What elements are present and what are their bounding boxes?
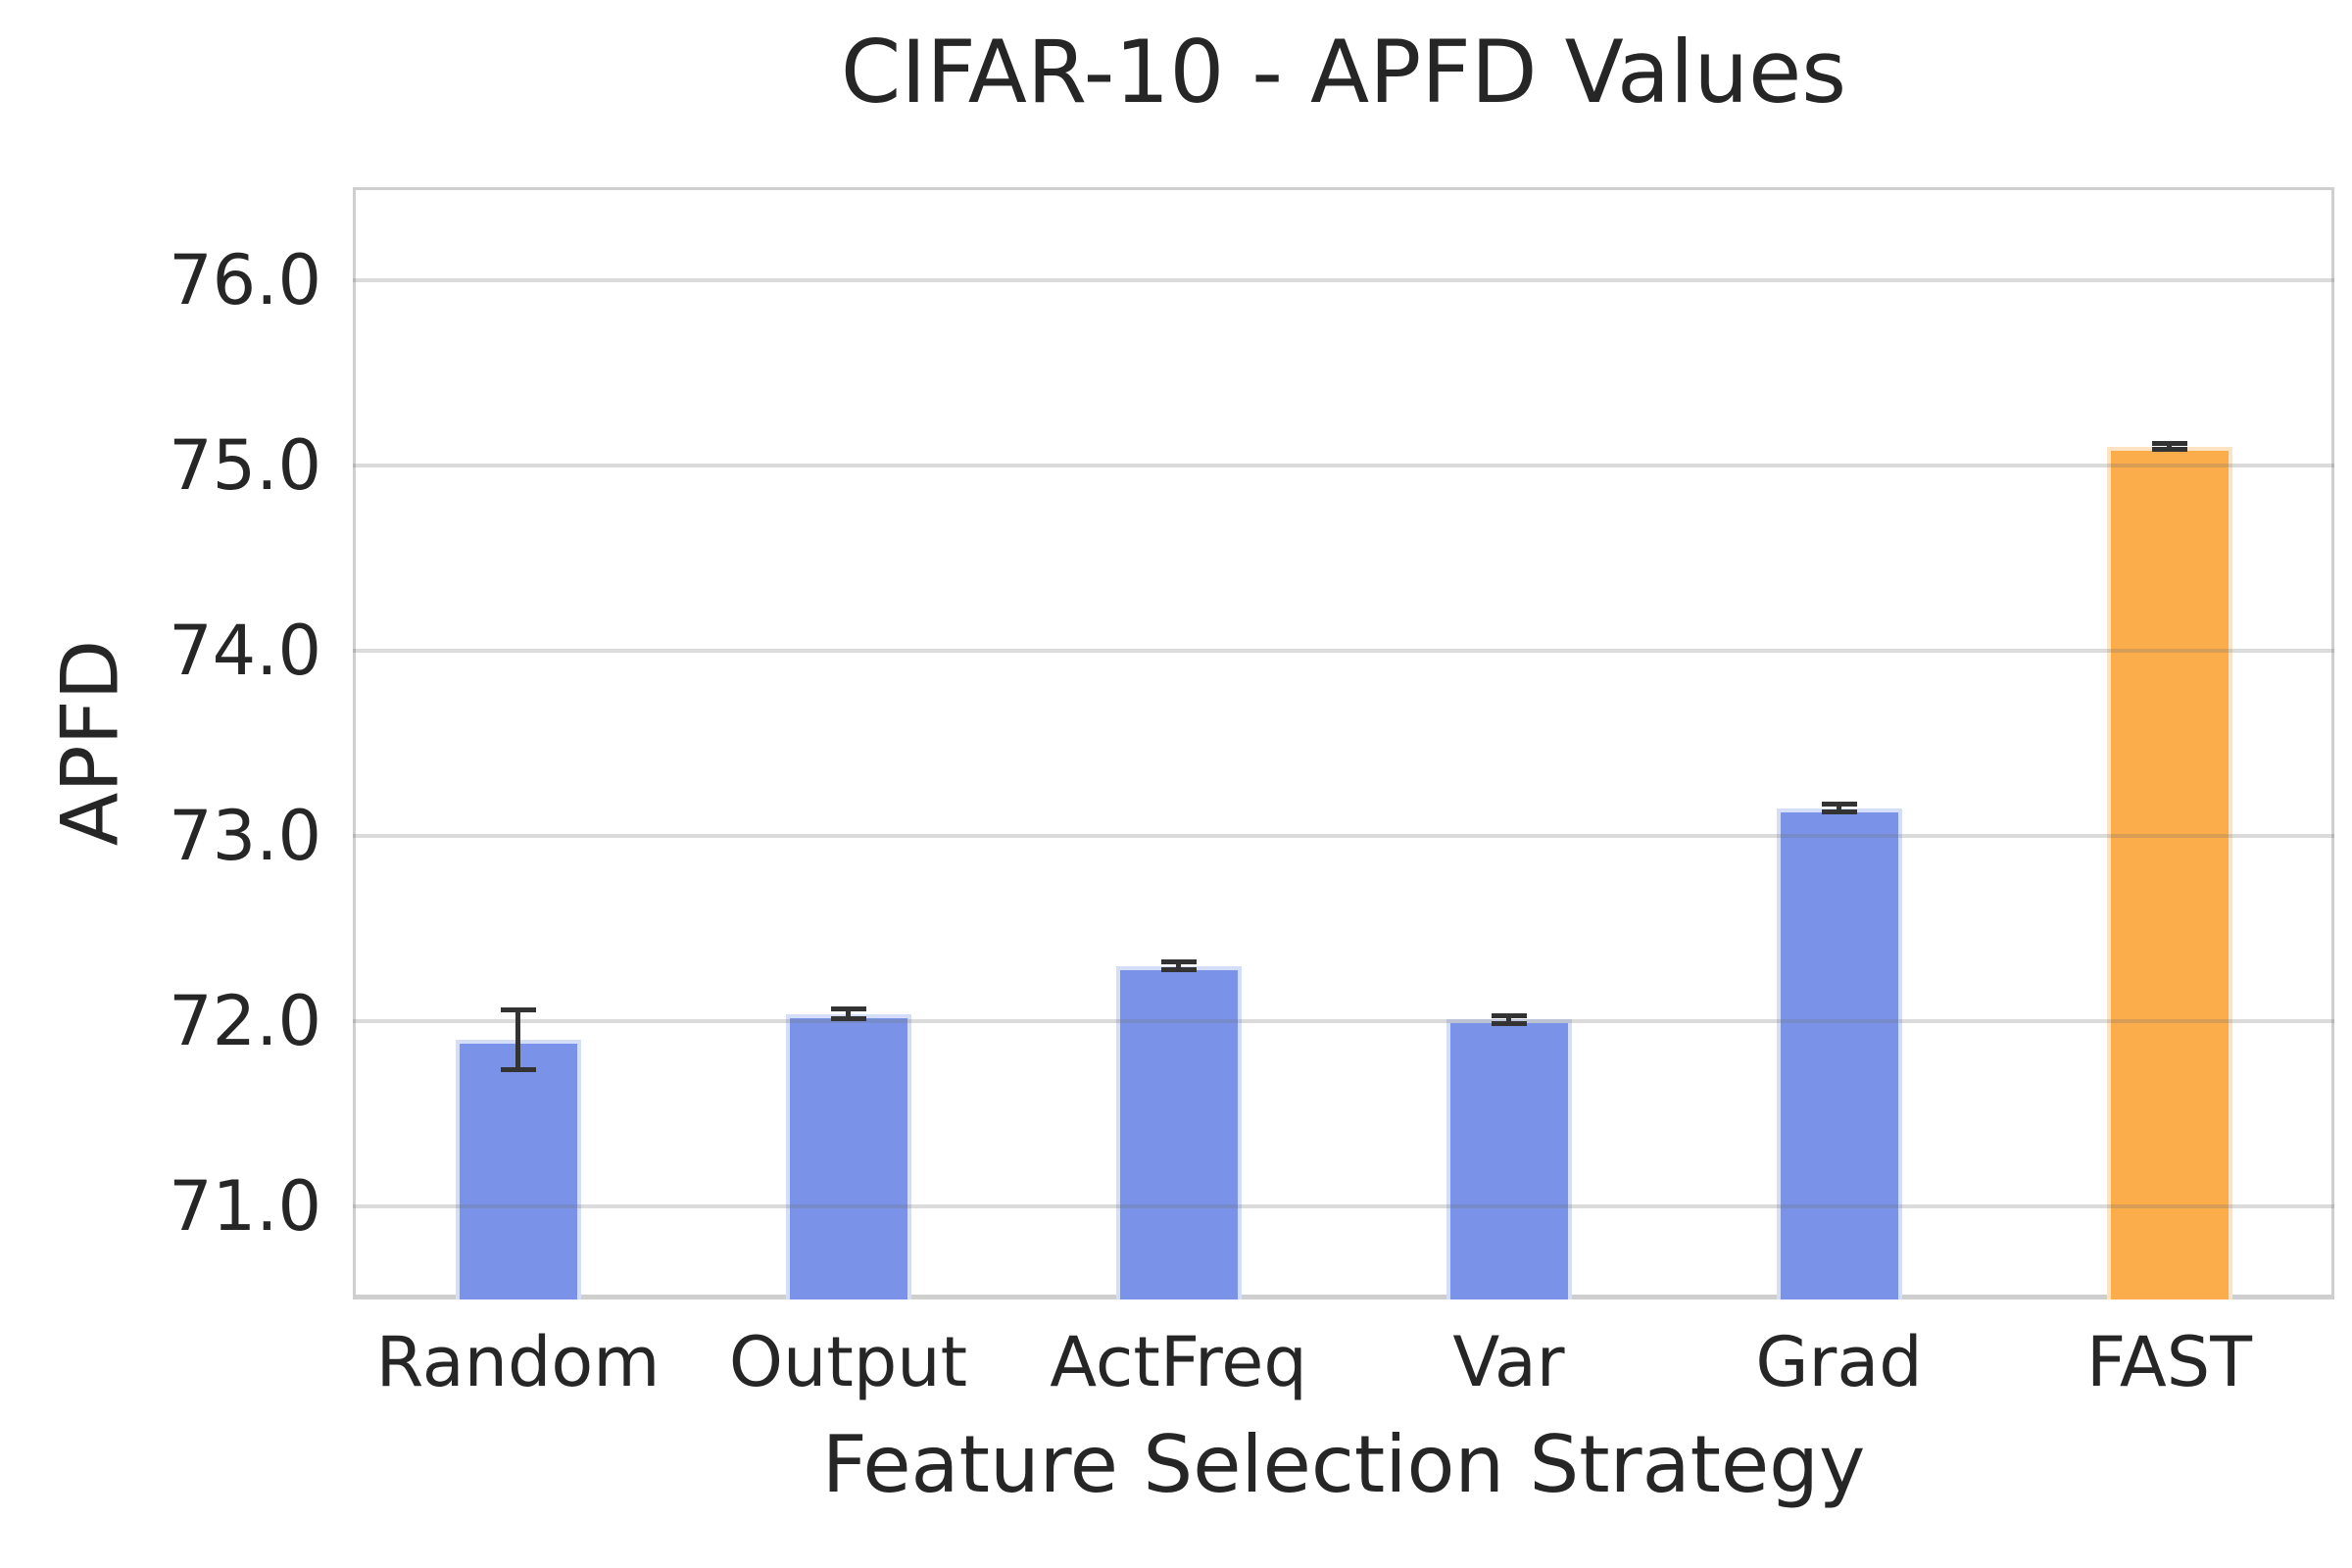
y-gridline (353, 463, 2334, 467)
error-bar (1837, 804, 1841, 812)
y-tick-label: 71.0 (169, 1166, 321, 1248)
error-bar (1506, 1015, 1511, 1024)
y-tick-label: 73.0 (169, 796, 321, 877)
error-bar-cap (830, 1015, 866, 1021)
bar-grad (1776, 808, 1902, 1299)
bar-var (1446, 1019, 1572, 1299)
x-tick-label-output: Output (728, 1322, 968, 1402)
error-bar (515, 1009, 520, 1070)
y-tick-label: 75.0 (169, 424, 321, 506)
y-gridline (353, 1204, 2334, 1209)
x-tick-label-actfreq: ActFreq (1050, 1322, 1307, 1402)
error-bar-cap (2151, 441, 2187, 447)
error-bar-cap (500, 1066, 536, 1072)
x-tick-label-random: Random (375, 1322, 661, 1402)
x-axis-label: Feature Selection Strategy (821, 1419, 1866, 1510)
bar-actfreq (1115, 965, 1242, 1299)
y-tick-label: 72.0 (169, 981, 321, 1062)
error-bar-cap (1160, 959, 1197, 965)
plot-area (353, 187, 2334, 1299)
chart-title: CIFAR-10 - APFD Values (840, 22, 1847, 122)
y-gridline (353, 1019, 2334, 1024)
error-bar-cap (1821, 808, 1857, 814)
y-tick-label: 74.0 (169, 610, 321, 691)
x-tick-label-fast: FAST (2086, 1322, 2252, 1402)
error-bar-cap (830, 1006, 866, 1012)
bar-fast (2106, 446, 2232, 1299)
x-tick-label-grad: Grad (1755, 1322, 1923, 1402)
error-bar-cap (1491, 1020, 1527, 1026)
bar-random (455, 1040, 581, 1299)
error-bar-cap (1160, 966, 1197, 972)
y-gridline (353, 834, 2334, 839)
error-bar-cap (500, 1007, 536, 1013)
error-bar-cap (2151, 447, 2187, 453)
bar-output (785, 1013, 911, 1299)
x-tick-label-var: Var (1452, 1322, 1565, 1402)
error-bar (2167, 443, 2172, 450)
y-gridline (353, 277, 2334, 282)
error-bar (1176, 961, 1181, 970)
y-tick-label: 76.0 (169, 239, 321, 320)
error-bar-cap (1491, 1013, 1527, 1019)
error-bar-cap (1821, 802, 1857, 808)
y-gridline (353, 648, 2334, 653)
error-bar (846, 1008, 851, 1019)
